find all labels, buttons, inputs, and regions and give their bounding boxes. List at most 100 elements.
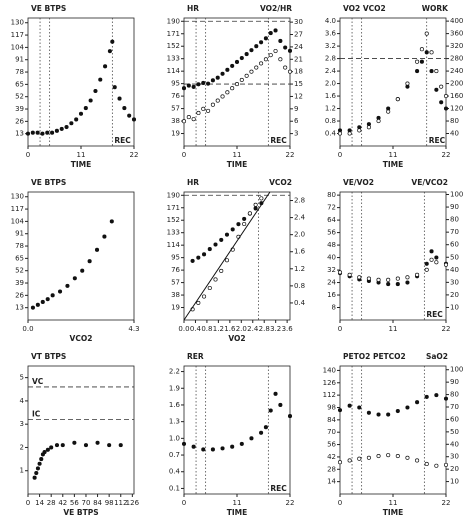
data-point bbox=[366, 455, 371, 460]
data-point bbox=[102, 234, 107, 239]
panel: RER TIME 0 11 22 0.1 0.4 0.7 1.0 1.3 1.6 1.9 2.2 REC bbox=[169, 352, 295, 517]
y-tick-label: 1.6 bbox=[325, 92, 337, 100]
data-point bbox=[207, 247, 212, 252]
data-point bbox=[259, 61, 264, 66]
plot-frame bbox=[183, 191, 291, 321]
y-tick-label: 24 bbox=[327, 279, 336, 287]
y-tick-label: 80 bbox=[327, 191, 336, 199]
vline-label: REC bbox=[270, 136, 287, 145]
x-tick-label: 70 bbox=[82, 499, 91, 507]
y2-tick-label: 90 bbox=[450, 378, 459, 386]
data-point bbox=[259, 196, 264, 201]
data-point bbox=[419, 59, 424, 64]
y-tick-label: 72 bbox=[327, 204, 336, 212]
data-point bbox=[35, 130, 40, 135]
y-tick-label: 112 bbox=[323, 391, 336, 399]
y-tick-label: 5 bbox=[20, 374, 24, 382]
x-axis-label: TIME bbox=[71, 160, 92, 169]
y-tick-label: 117 bbox=[11, 31, 24, 39]
data-point bbox=[259, 40, 264, 45]
data-point bbox=[93, 88, 98, 94]
y2-tick-label: 160 bbox=[450, 92, 463, 100]
data-point bbox=[65, 283, 70, 288]
data-point bbox=[112, 85, 117, 90]
data-point bbox=[42, 450, 47, 455]
data-point bbox=[60, 443, 65, 448]
x-tick-label: 2.8 bbox=[259, 325, 270, 333]
data-point bbox=[103, 64, 108, 69]
data-point bbox=[439, 84, 444, 89]
data-point bbox=[64, 124, 69, 130]
data-point bbox=[254, 65, 259, 70]
y2-tick-label: 120 bbox=[450, 105, 463, 113]
data-point bbox=[443, 262, 449, 267]
y-tick-label: 8 bbox=[332, 304, 336, 312]
data-point bbox=[405, 405, 410, 410]
x-tick-label: 112 bbox=[114, 499, 127, 507]
data-point bbox=[131, 117, 137, 122]
data-point bbox=[249, 48, 254, 53]
y2-tick-label: 200 bbox=[450, 80, 463, 88]
y-tick-label: 39 bbox=[15, 279, 24, 287]
data-point bbox=[415, 272, 420, 277]
data-point bbox=[239, 55, 244, 61]
y-axis-label: VE/VO2 bbox=[343, 178, 374, 187]
y-tick-label: 152 bbox=[167, 216, 180, 224]
data-point bbox=[434, 69, 439, 74]
y2-axis-label: VCO2 bbox=[269, 178, 292, 187]
panel: PETO2 PETCO2 SaO2 TIME 0 11 22 14 28 42 56 70 84 98 1… bbox=[323, 352, 464, 517]
data-point bbox=[236, 222, 241, 227]
y2-tick-label: 70 bbox=[450, 403, 459, 411]
data-point bbox=[253, 202, 258, 207]
x-tick-label: 11 bbox=[389, 499, 398, 507]
x-tick-label: 11 bbox=[77, 151, 86, 159]
vline-label: REC bbox=[270, 484, 287, 493]
y-tick-label: 28 bbox=[327, 465, 336, 473]
y-tick-label: 114 bbox=[167, 241, 181, 249]
y2-tick-label: 2.4 bbox=[294, 214, 306, 222]
y-axis-label: VT BTPS bbox=[31, 352, 66, 361]
panel: VO2 VCO2 WORK TIME 0 11 22 0.4 0.8 1.2 1.6 2.0 2.4 2… bbox=[325, 4, 464, 169]
data-point bbox=[206, 81, 211, 86]
data-point bbox=[347, 403, 352, 408]
y-tick-label: 57 bbox=[171, 279, 180, 287]
data-point bbox=[210, 102, 215, 107]
y-tick-label: 56 bbox=[327, 229, 336, 237]
y2-tick-label: 1.2 bbox=[294, 265, 305, 273]
data-point bbox=[202, 294, 207, 299]
data-point bbox=[69, 121, 74, 126]
x-tick-label: 11 bbox=[233, 499, 242, 507]
data-point bbox=[357, 275, 362, 280]
data-point bbox=[225, 90, 230, 95]
data-point bbox=[273, 391, 278, 396]
data-point bbox=[39, 457, 44, 462]
y2-tick-label: 21 bbox=[294, 55, 303, 63]
y2-tick-label: 6 bbox=[294, 117, 299, 125]
plot-frame bbox=[183, 365, 291, 495]
y2-tick-label: 60 bbox=[450, 241, 459, 249]
data-point bbox=[443, 462, 449, 467]
data-point bbox=[287, 414, 293, 419]
y2-tick-label: 30 bbox=[294, 18, 303, 26]
data-point bbox=[268, 31, 273, 36]
data-point bbox=[242, 216, 247, 221]
data-point bbox=[30, 130, 35, 135]
data-point bbox=[25, 131, 31, 136]
data-point bbox=[234, 59, 240, 65]
x-tick-label: 0 bbox=[182, 151, 186, 159]
x-tick-label: 84 bbox=[93, 499, 102, 507]
data-point bbox=[94, 247, 100, 252]
data-point bbox=[72, 440, 77, 445]
y-tick-label: 91 bbox=[15, 56, 24, 64]
data-point bbox=[429, 50, 434, 55]
data-point bbox=[434, 255, 439, 260]
data-point bbox=[181, 119, 187, 124]
x-axis-label: VCO2 bbox=[70, 334, 93, 343]
data-point bbox=[230, 86, 235, 91]
panel: VE BTPS TIME 0 11 22 13 26 39 52 65 78 91 104 117 130 R… bbox=[11, 4, 139, 169]
y2-axis-label: VE/VCO2 bbox=[411, 178, 448, 187]
data-point bbox=[415, 69, 420, 74]
vline-label: REC bbox=[429, 136, 446, 145]
y-tick-label: 133 bbox=[167, 229, 180, 237]
